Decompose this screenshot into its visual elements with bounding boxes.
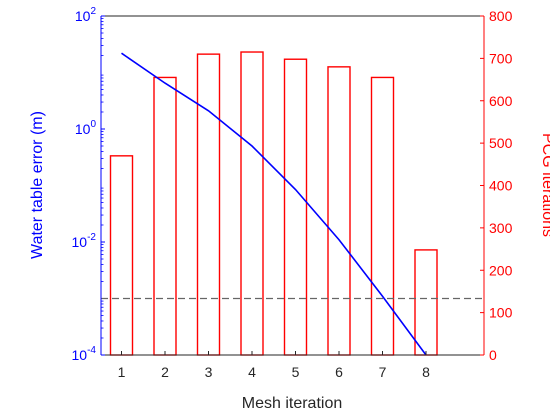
x-tick-label: 7 (379, 364, 387, 380)
left-tick-label: 10-2 (72, 232, 97, 250)
pcg-bar (240, 51, 264, 356)
right-tick-label: 700 (489, 50, 513, 66)
pcg-bar (370, 76, 395, 356)
right-tick-label: 300 (489, 220, 513, 236)
right-axis-title: PCG iterations (539, 133, 550, 237)
pcg-bar (196, 53, 221, 356)
plot-area (100, 15, 485, 356)
pcg-bar (283, 58, 308, 356)
x-tick-label: 3 (205, 364, 213, 380)
right-axis-ticks: 0 100 200 300 400 500 600 700 800 (480, 8, 513, 363)
x-axis-ticks: 1 2 3 4 5 6 7 8 (118, 351, 430, 380)
left-axis-ticks: 102 100 10-2 10-4 (72, 6, 105, 363)
right-tick-label: 800 (489, 8, 513, 24)
x-tick-label: 1 (118, 364, 126, 380)
left-axis-title: Water table error (m) (29, 111, 46, 259)
pcg-bar (153, 76, 177, 356)
right-tick-label: 0 (489, 347, 497, 363)
pcg-bars (109, 51, 438, 356)
left-tick-label: 102 (75, 6, 97, 24)
left-tick-label: 100 (75, 119, 97, 137)
error-line (121, 52, 427, 356)
x-axis-title: Mesh iteration (242, 395, 343, 412)
right-tick-label: 600 (489, 93, 513, 109)
x-tick-label: 2 (161, 364, 169, 380)
pcg-bar (327, 66, 351, 356)
x-tick-label: 8 (422, 364, 430, 380)
pcg-bar (109, 155, 134, 356)
left-tick-label: 10-4 (72, 345, 97, 363)
pcg-bar (414, 249, 438, 356)
right-tick-label: 400 (489, 178, 513, 194)
x-tick-label: 5 (292, 364, 300, 380)
x-tick-label: 6 (335, 364, 343, 380)
x-tick-label: 4 (248, 364, 256, 380)
right-tick-label: 100 (489, 305, 513, 321)
right-tick-label: 500 (489, 135, 513, 151)
right-tick-label: 200 (489, 262, 513, 278)
